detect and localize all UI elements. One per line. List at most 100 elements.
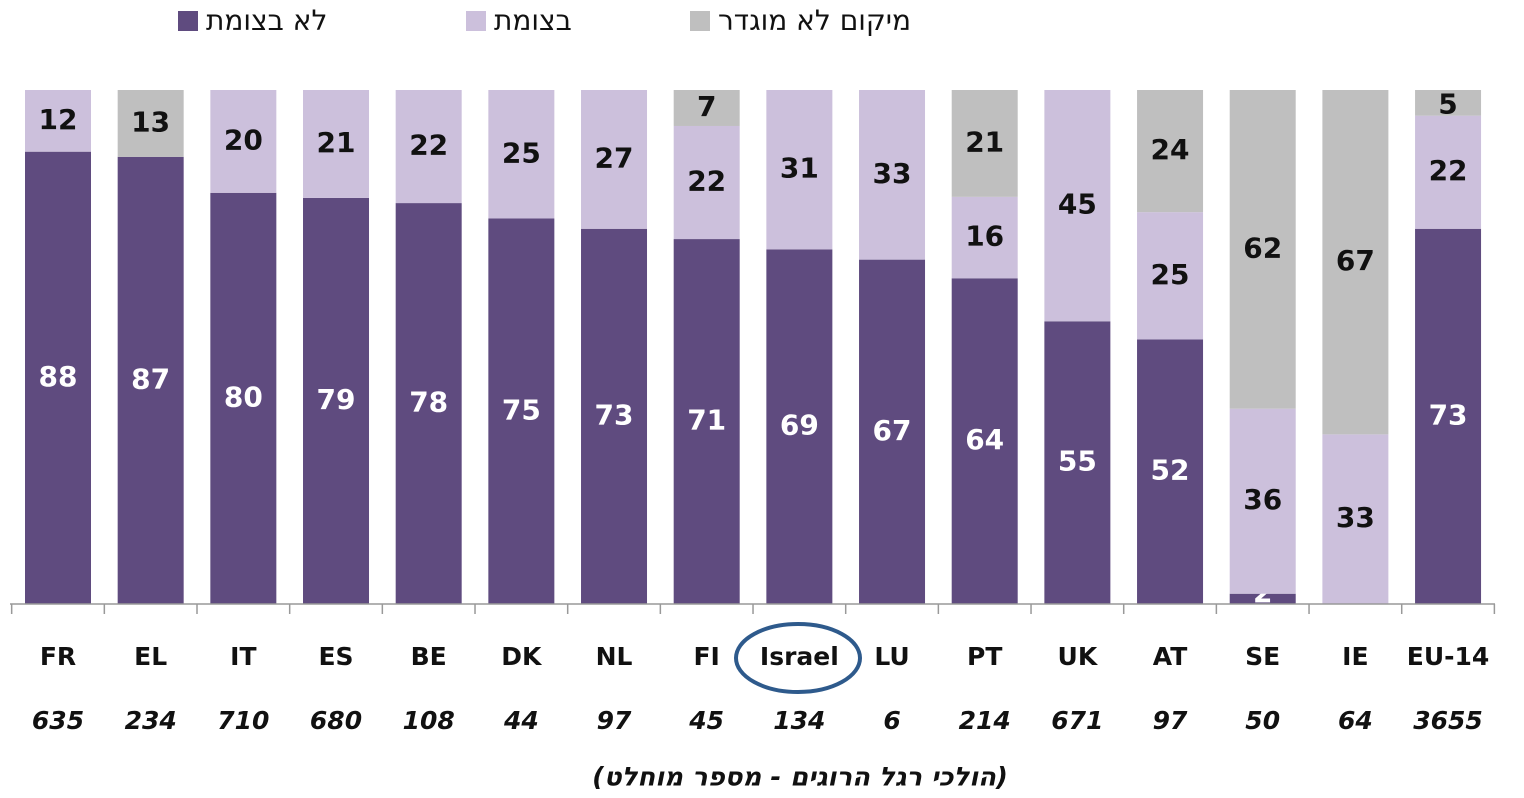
value-label: 16	[965, 220, 1004, 253]
value-label: 73	[595, 398, 634, 431]
value-label: 71	[687, 404, 726, 437]
bar-segment	[766, 90, 833, 250]
value-label: 5	[1438, 88, 1457, 121]
bar-segment	[859, 259, 926, 604]
bar-segment	[488, 90, 555, 219]
bar-segment	[210, 90, 277, 193]
bar-segment	[951, 278, 1018, 604]
bar-segment	[673, 90, 740, 126]
x-tick-label: IE	[1342, 642, 1368, 671]
count-label: 97	[597, 706, 632, 735]
value-label: 78	[409, 386, 448, 419]
x-tick-label: AT	[1153, 642, 1187, 671]
bar-segment	[488, 218, 555, 604]
x-tick-label: Israel	[760, 642, 839, 671]
count-label: 97	[1153, 706, 1188, 735]
value-label: 25	[502, 136, 541, 169]
bar-segment	[673, 239, 740, 604]
value-label: 67	[873, 414, 912, 447]
bar-segment	[859, 90, 926, 260]
legend-label: מיקום לא מוגדר	[718, 4, 911, 37]
bar-segment	[1229, 408, 1296, 594]
value-label: 87	[131, 362, 170, 395]
count-label: 44	[503, 706, 539, 735]
count-label: 134	[773, 706, 825, 735]
bar-segment	[210, 192, 277, 605]
x-tick-label: EL	[134, 642, 167, 671]
bar-segment	[25, 151, 91, 604]
bar-segment	[1415, 115, 1482, 229]
value-label: 33	[873, 157, 912, 190]
bar-segment	[117, 90, 184, 157]
count-label: 635	[32, 706, 84, 735]
value-label: 67	[1336, 244, 1375, 277]
value-label: 52	[1151, 454, 1190, 487]
x-tick-label: UK	[1058, 642, 1099, 671]
value-label: 79	[317, 383, 356, 416]
count-label: 6	[883, 706, 900, 735]
value-label: 33	[1336, 501, 1375, 534]
count-label: 108	[403, 706, 455, 735]
value-label: 88	[39, 360, 78, 393]
bar-segment	[1229, 593, 1296, 604]
bar-segment	[1137, 212, 1204, 340]
bar-segment	[117, 156, 184, 604]
bar-segment	[1229, 90, 1296, 409]
value-label: 7	[697, 90, 716, 123]
value-label: 73	[1429, 398, 1468, 431]
count-label: 45	[688, 706, 724, 735]
bar-segment	[1137, 339, 1204, 604]
value-label: 36	[1243, 483, 1282, 516]
bar-segment	[1322, 90, 1389, 435]
value-label: 25	[1151, 258, 1190, 291]
value-label: 27	[595, 141, 634, 174]
x-tick-label: FR	[40, 642, 76, 671]
value-label: 22	[409, 129, 448, 162]
bar-segment	[1415, 228, 1482, 604]
bar-segment	[951, 196, 1018, 279]
count-label: 50	[1245, 706, 1280, 735]
bar-segment	[395, 90, 462, 204]
value-label: 13	[131, 105, 170, 138]
bar-segment	[581, 228, 648, 604]
bar-segment	[395, 203, 462, 604]
value-label: 64	[965, 423, 1004, 456]
value-label: 45	[1058, 188, 1097, 221]
value-label: 80	[224, 380, 263, 413]
value-label: 75	[502, 393, 541, 426]
count-label: 680	[310, 706, 362, 735]
count-label: 710	[217, 706, 269, 735]
value-label: 55	[1058, 445, 1097, 478]
legend-label: לא בצומת	[206, 4, 327, 37]
legend-swatch	[178, 11, 198, 31]
x-tick-label: LU	[874, 642, 909, 671]
x-tick-label: PT	[967, 642, 1002, 671]
bar-segment	[1044, 90, 1111, 322]
bar-segment	[303, 197, 370, 604]
legend-label: בצומת	[494, 4, 572, 37]
bar-segment	[303, 90, 370, 198]
legend-swatch	[690, 11, 710, 31]
value-label: 69	[780, 409, 819, 442]
bar-segment	[1044, 321, 1111, 604]
x-tick-label: EU-14	[1407, 642, 1490, 671]
bar-segment	[1137, 90, 1204, 213]
x-tick-label: BE	[411, 642, 447, 671]
count-label: 234	[125, 706, 177, 735]
x-tick-label: IT	[230, 642, 256, 671]
highlight-circle	[734, 622, 862, 694]
x-tick-label: DK	[501, 642, 543, 671]
count-label: 214	[959, 706, 1011, 735]
value-label: 21	[965, 125, 1004, 158]
value-label: 24	[1151, 133, 1190, 166]
value-label: 31	[780, 152, 819, 185]
bar-segment	[766, 249, 833, 604]
count-label: 3655	[1413, 706, 1483, 735]
value-label: 22	[1429, 154, 1468, 187]
bar-segment	[673, 125, 740, 240]
count-label: 671	[1051, 706, 1103, 735]
x-axis-label: (הולכי רגל הרוגים - מספר מוחלט)	[592, 763, 1008, 793]
legend-swatch	[466, 11, 486, 31]
x-tick-label: ES	[318, 642, 353, 671]
